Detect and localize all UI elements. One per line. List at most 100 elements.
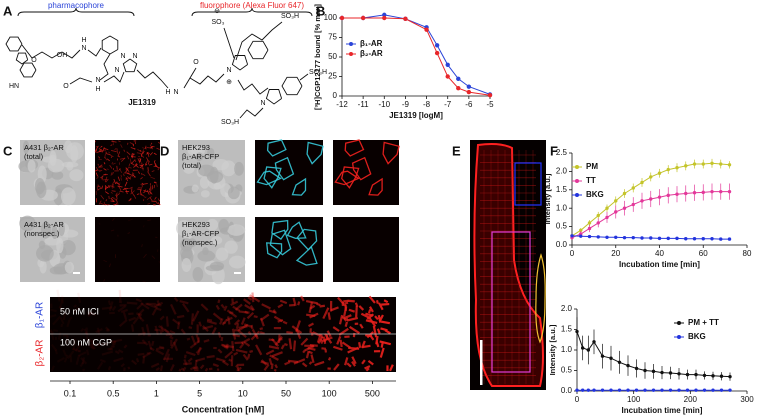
data-point — [640, 180, 644, 185]
cell — [181, 258, 192, 273]
data-point — [617, 360, 622, 364]
cell — [137, 308, 145, 317]
cell — [243, 323, 253, 328]
data-point — [586, 388, 591, 392]
legend-marker — [349, 52, 353, 56]
cell — [190, 313, 195, 325]
bond — [19, 62, 37, 78]
data-point — [586, 348, 591, 352]
cell — [190, 145, 203, 155]
cell — [248, 294, 261, 303]
cell — [358, 305, 365, 311]
data-point — [605, 206, 609, 210]
cell — [372, 325, 378, 338]
cell — [183, 362, 192, 366]
cell — [260, 360, 269, 365]
strip-frame — [396, 290, 456, 380]
y-tick-label: 50 — [328, 52, 337, 61]
data-point — [614, 210, 618, 214]
panel-letter: D — [160, 143, 169, 158]
cell — [154, 325, 160, 336]
bond — [15, 52, 29, 65]
cell — [316, 302, 321, 307]
cell — [233, 319, 241, 326]
data-point — [657, 236, 662, 241]
texture — [110, 191, 113, 194]
cell — [165, 353, 171, 363]
data-point — [710, 237, 714, 241]
cell — [359, 323, 364, 329]
cell — [219, 318, 224, 325]
cell — [80, 327, 85, 333]
data-point — [403, 16, 408, 21]
data-point — [684, 191, 688, 196]
texture — [95, 149, 98, 153]
cell — [227, 224, 246, 236]
cell — [361, 359, 366, 365]
cell — [287, 359, 299, 364]
texture — [154, 162, 158, 168]
data-point — [677, 372, 681, 376]
cell — [112, 338, 123, 343]
texture — [134, 141, 137, 145]
panel-letter: F — [550, 143, 558, 158]
data-point — [579, 234, 583, 238]
texture — [142, 147, 145, 149]
cell — [191, 184, 199, 193]
cell — [136, 312, 143, 316]
texture — [105, 151, 107, 154]
cell — [365, 333, 373, 338]
data-point — [685, 372, 690, 377]
texture — [115, 198, 118, 203]
data-point — [719, 162, 723, 166]
cell — [207, 147, 215, 158]
roi-tt — [491, 231, 531, 373]
atom-label: ⊖ — [214, 8, 220, 15]
series-line — [342, 17, 491, 96]
texture — [130, 152, 133, 158]
texture — [106, 168, 109, 171]
cell — [60, 239, 76, 256]
texture — [111, 150, 117, 153]
cell — [246, 311, 255, 320]
cell — [60, 187, 76, 206]
membrane-outline — [271, 219, 289, 240]
data-point — [617, 388, 622, 392]
data-point — [660, 388, 664, 392]
cell — [63, 354, 69, 363]
data-point — [631, 186, 635, 190]
texture — [129, 186, 133, 189]
cell — [169, 335, 174, 340]
x-tick-label: 100 — [322, 388, 337, 398]
cell — [234, 341, 244, 345]
membrane-outline — [291, 177, 307, 196]
data-point — [684, 164, 688, 168]
x-tick-label: 80 — [743, 249, 752, 258]
cell — [351, 356, 357, 365]
texture — [143, 253, 147, 259]
cell — [319, 338, 324, 344]
cell — [239, 342, 245, 349]
cell — [63, 334, 69, 337]
cell — [273, 315, 283, 323]
x-tick-label: -5 — [486, 100, 494, 109]
cell — [236, 367, 240, 372]
cell — [226, 309, 238, 318]
texture — [124, 181, 128, 187]
cell — [188, 326, 193, 330]
texture — [148, 163, 153, 166]
cell — [68, 316, 73, 321]
cell — [60, 323, 64, 328]
cell — [341, 341, 352, 349]
cell — [227, 316, 231, 325]
cell — [197, 337, 200, 344]
y-tick-label: 2.0 — [561, 304, 573, 313]
cell — [149, 346, 155, 352]
texture — [113, 203, 119, 206]
atom-label: O — [193, 59, 199, 66]
cell — [108, 301, 114, 312]
legend-marker — [575, 179, 579, 183]
cell — [309, 312, 319, 319]
cell — [238, 325, 248, 329]
cell — [253, 315, 258, 319]
